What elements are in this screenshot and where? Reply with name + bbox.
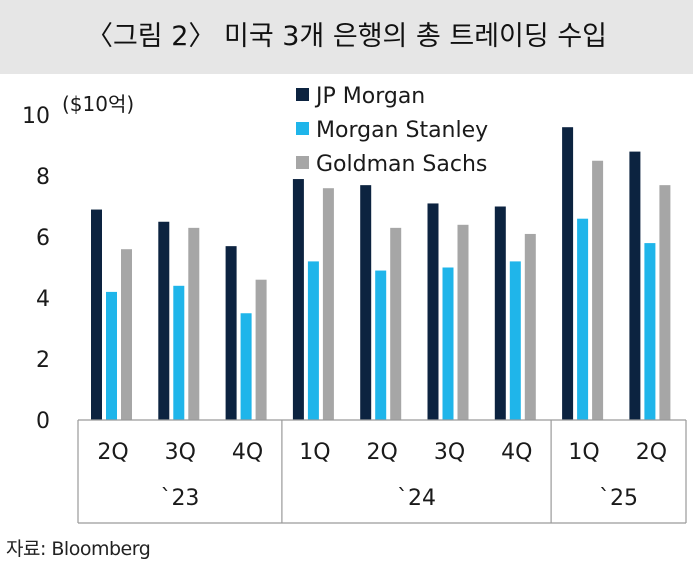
bar-morgan-stanley-7 — [577, 218, 589, 420]
bar-goldman-sachs-2 — [255, 279, 267, 420]
y-tick-label: 6 — [36, 226, 50, 251]
bar-goldman-sachs-0 — [121, 249, 132, 420]
x-group-label: `23 — [160, 486, 199, 511]
legend-label: Goldman Sachs — [316, 152, 487, 177]
bar-morgan-stanley-2 — [240, 313, 252, 420]
x-group-label: `24 — [397, 486, 436, 511]
x-tick-label: 1Q — [299, 440, 330, 465]
bar-chart: 0 2 4 6 8 10 ($10억) 2Q 3Q 4Q 1Q 2Q 3Q 4Q 1Q 2Q `23 `24 `25… — [22, 84, 687, 524]
x-tick-label: 3Q — [165, 440, 196, 465]
legend-label: JP Morgan — [314, 84, 425, 109]
bar-goldman-sachs-8 — [659, 185, 671, 420]
bar-morgan-stanley-1 — [173, 285, 185, 420]
bar-jp-morgan-3 — [292, 179, 304, 420]
bar-jp-morgan-4 — [360, 185, 372, 420]
y-tick-label: 10 — [22, 104, 50, 129]
x-group-label: `25 — [599, 486, 638, 511]
bar-goldman-sachs-3 — [322, 188, 334, 420]
bar-morgan-stanley-5 — [442, 267, 454, 420]
bar-jp-morgan-6 — [494, 206, 506, 420]
x-tick-label: 4Q — [501, 440, 532, 465]
bar-morgan-stanley-8 — [644, 243, 656, 420]
bar-morgan-stanley-4 — [375, 270, 387, 420]
x-tick-label: 2Q — [636, 440, 667, 465]
x-tick-label: 4Q — [232, 440, 263, 465]
bar-goldman-sachs-7 — [592, 160, 604, 420]
legend-swatch — [296, 156, 309, 169]
x-tick-label: 2Q — [97, 440, 128, 465]
chart-title: 〈그림 2〉 미국 3개 은행의 총 트레이딩 수입 — [85, 21, 608, 52]
source-note: 자료: Bloomberg — [6, 538, 151, 560]
bar-goldman-sachs-5 — [457, 224, 469, 420]
bar-jp-morgan-8 — [629, 151, 641, 420]
x-tick-label: 1Q — [568, 440, 599, 465]
title-band — [0, 0, 693, 74]
y-tick-label: 0 — [36, 409, 50, 434]
bar-morgan-stanley-6 — [509, 261, 521, 420]
legend-swatch — [296, 122, 309, 135]
y-tick-label: 4 — [36, 287, 50, 312]
bar-jp-morgan-1 — [158, 221, 170, 420]
bar-goldman-sachs-6 — [524, 233, 536, 420]
bar-jp-morgan-7 — [562, 127, 574, 420]
y-unit-label: ($10억) — [62, 92, 134, 116]
legend-label: Morgan Stanley — [316, 118, 488, 143]
bar-morgan-stanley-0 — [106, 291, 117, 420]
bar-jp-morgan-5 — [427, 203, 439, 420]
x-tick-label: 3Q — [434, 440, 465, 465]
bar-goldman-sachs-1 — [188, 227, 200, 420]
bar-goldman-sachs-4 — [390, 227, 402, 420]
y-tick-label: 8 — [36, 165, 50, 190]
legend-swatch — [296, 88, 309, 101]
bar-morgan-stanley-3 — [307, 261, 319, 420]
x-tick-label: 2Q — [367, 440, 398, 465]
bar-jp-morgan-0 — [91, 209, 102, 420]
y-tick-label: 2 — [36, 348, 50, 373]
bar-jp-morgan-2 — [225, 246, 237, 420]
